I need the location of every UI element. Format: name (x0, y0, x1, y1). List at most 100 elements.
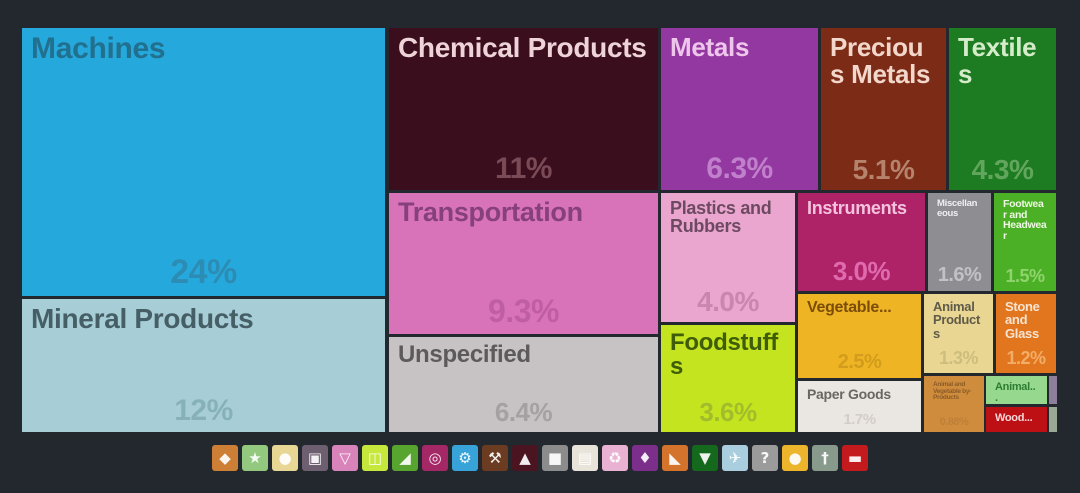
block-footwear-and-headwear[interactable]: Footwear and Headwear 1.5% (994, 193, 1056, 291)
animal-products-value: 1.3% (938, 348, 979, 368)
weapons-icon[interactable]: † (812, 445, 838, 471)
precious-metals-label: Precious Metals (830, 32, 931, 89)
unspecified-icon-glyph: ? (760, 449, 770, 467)
metals-icon[interactable]: ⚒ (482, 445, 508, 471)
block-textiles[interactable]: Textiles 4.3% (949, 28, 1056, 190)
animal-hides-icon-glyph: ★ (248, 449, 262, 467)
instruments-icon-glyph: ◎ (428, 449, 442, 467)
block-unspecified[interactable]: Unspecified 6.4% (389, 337, 658, 432)
stone-and-glass-label: Stone and Glass (1005, 299, 1040, 341)
footwear-and-headwear-label: Footwear and Headwear (1003, 198, 1047, 243)
unspecified-label: Unspecified (398, 341, 531, 368)
transportation-icon[interactable]: ✈ (722, 445, 748, 471)
foodstuffs-value: 3.6% (699, 397, 757, 427)
plastics-and-rubbers-value: 4.0% (697, 286, 759, 317)
precious-metals-value: 5.1% (852, 154, 915, 185)
vegetable-products-label: Vegetable... (807, 299, 892, 316)
chemical-products-value: 11% (495, 152, 552, 185)
transportation-value: 9.3% (488, 293, 559, 329)
foodstuffs-icon-glyph: ◫ (367, 449, 383, 467)
wood-products-icon[interactable]: ▬ (842, 445, 868, 471)
footwear-and-headwear-icon[interactable]: ◢ (392, 445, 418, 471)
unspecified-value: 6.4% (494, 397, 553, 427)
block-precious-metals[interactable]: Precious Metals 5.1% (821, 28, 946, 190)
block-mineral-products[interactable]: Mineral Products 12% (22, 299, 385, 432)
block-animal-and-vegetable-by-products[interactable]: Animal and Vegetable by-Products 0.88% (924, 376, 984, 432)
foodstuffs-icon[interactable]: ◫ (362, 445, 388, 471)
arts-and-antiques-icon-glyph: ▣ (307, 449, 323, 467)
wood-products-label: Wood... (995, 412, 1033, 424)
animal-and-vegetable-by-products-label: Animal and Vegetable by-Products (933, 381, 972, 402)
textiles-icon-glyph: ▼ (699, 449, 711, 467)
animal-products-label: Animal Products (933, 299, 981, 341)
block-foodstuffs[interactable]: Foodstuffs 3.6% (661, 325, 795, 432)
weapons-icon-glyph: † (821, 449, 829, 467)
block-metals[interactable]: Metals 6.3% (661, 28, 818, 190)
stone-and-glass-icon[interactable]: ◣ (662, 445, 688, 471)
vegetable-products-value: 2.5% (837, 351, 882, 373)
plastics-and-rubbers-label: Plastics and Rubbers (670, 198, 772, 237)
block-stone-and-glass[interactable]: Stone and Glass 1.2% (996, 294, 1056, 373)
mineral-products-icon-glyph: ▲ (519, 449, 531, 467)
chemical-products-label: Chemical Products (398, 32, 647, 63)
precious-metals-icon[interactable]: ♦ (632, 445, 658, 471)
unspecified-icon[interactable]: ? (752, 445, 778, 471)
plastics-and-rubbers-icon[interactable]: ♻ (602, 445, 628, 471)
legend-icon-row: ◆ ★ ● ▣ ▽ ◫ ◢ ◎ ⚙ ⚒ ▲ ■ ▤ ♻ ♦ ◣ ▼ ✈? ● † ▬ (212, 445, 868, 471)
block-sliver-purple[interactable] (1049, 376, 1057, 404)
wood-products-icon-glyph: ▬ (847, 449, 863, 467)
footwear-and-headwear-icon-glyph: ◢ (399, 449, 411, 467)
miscellaneous-icon-glyph: ■ (547, 449, 563, 467)
block-paper-goods[interactable]: Paper Goods 1.7% (798, 381, 921, 432)
block-sliver-sage[interactable] (1049, 407, 1057, 432)
textiles-icon[interactable]: ▼ (692, 445, 718, 471)
metals-value: 6.3% (706, 152, 773, 185)
miscellaneous-label: Miscellaneous (937, 198, 978, 219)
machines-icon[interactable]: ⚙ (452, 445, 478, 471)
paper-goods-icon[interactable]: ▤ (572, 445, 598, 471)
foodstuffs-label: Foodstuffs (670, 329, 778, 381)
metals-label: Metals (670, 32, 750, 62)
machines-label: Machines (31, 32, 166, 65)
textiles-label: Textiles (958, 32, 1037, 89)
animal-products-icon[interactable]: ● (272, 445, 298, 471)
arts-and-antiques-icon[interactable]: ▣ (302, 445, 328, 471)
animal-hides-icon[interactable]: ★ (242, 445, 268, 471)
vegetable-products-icon-glyph: ● (788, 449, 802, 467)
block-machines[interactable]: Machines 24% (22, 28, 385, 296)
miscellaneous-icon[interactable]: ■ (542, 445, 568, 471)
instruments-label: Instruments (807, 198, 907, 218)
animal-products-icon-glyph: ● (278, 449, 292, 467)
chemical-products-icon[interactable]: ▽ (332, 445, 358, 471)
block-miscellaneous[interactable]: Miscellaneous 1.6% (928, 193, 991, 291)
animal-hides-label: Animal... (995, 381, 1036, 404)
vegetable-products-icon[interactable]: ● (782, 445, 808, 471)
animal-and-vegetable-by-products-value: 0.88% (939, 416, 969, 428)
miscellaneous-value: 1.6% (937, 264, 982, 286)
footwear-and-headwear-value: 1.5% (1005, 266, 1045, 286)
animal-and-vegetable-by-products-icon[interactable]: ◆ (212, 445, 238, 471)
machines-value: 24% (170, 253, 237, 291)
instruments-icon[interactable]: ◎ (422, 445, 448, 471)
machines-icon-glyph: ⚙ (458, 449, 472, 467)
mineral-products-icon[interactable]: ▲ (512, 445, 538, 471)
block-animal-products[interactable]: Animal Products 1.3% (924, 294, 993, 373)
chemical-products-icon-glyph: ▽ (339, 449, 351, 467)
block-plastics-and-rubbers[interactable]: Plastics and Rubbers 4.0% (661, 193, 795, 322)
block-wood-products[interactable]: Wood... (986, 407, 1047, 432)
mineral-products-label: Mineral Products (31, 303, 254, 334)
block-vegetable-products[interactable]: Vegetable... 2.5% (798, 294, 921, 378)
stone-and-glass-value: 1.2% (1006, 348, 1046, 368)
block-transportation[interactable]: Transportation 9.3% (389, 193, 658, 334)
block-instruments[interactable]: Instruments 3.0% (798, 193, 925, 291)
block-chemical-products[interactable]: Chemical Products 11% (389, 28, 658, 190)
paper-goods-icon-glyph: ▤ (577, 449, 593, 467)
animal-and-vegetable-by-products-icon-glyph: ◆ (219, 449, 231, 467)
mineral-products-value: 12% (174, 394, 233, 427)
metals-icon-glyph: ⚒ (488, 449, 502, 467)
paper-goods-label: Paper Goods (807, 386, 891, 402)
instruments-value: 3.0% (832, 256, 891, 286)
block-animal-hides[interactable]: Animal... (986, 376, 1047, 404)
textiles-value: 4.3% (971, 154, 1034, 185)
